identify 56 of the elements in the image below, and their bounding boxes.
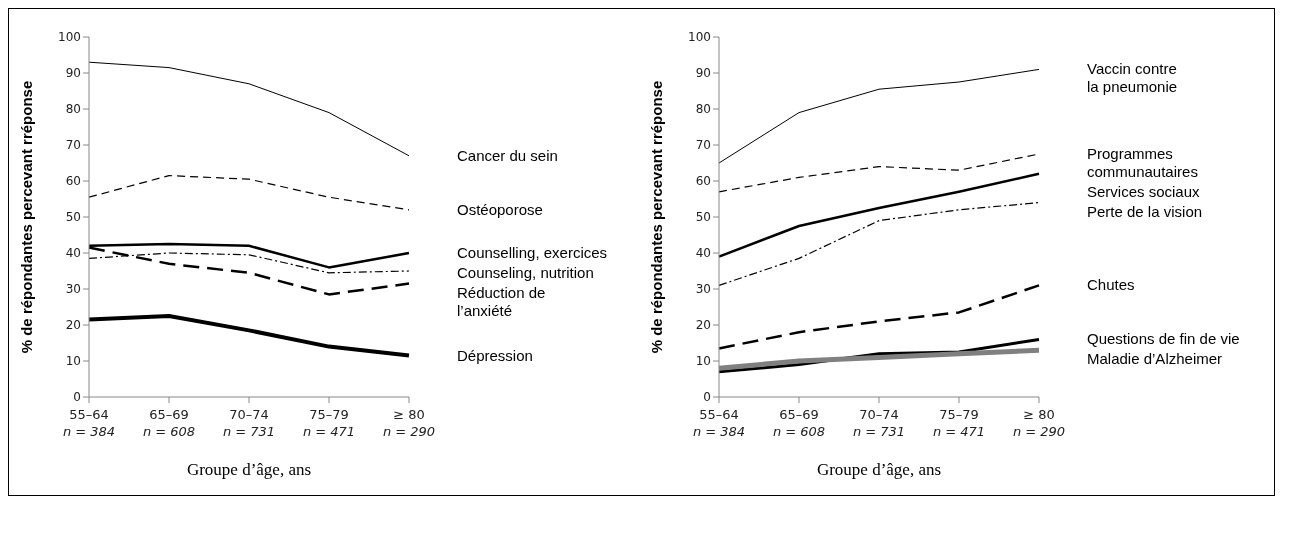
x-tick-label: 70–74 n = 731 [852, 407, 906, 439]
y-tick-label: 30 [695, 282, 711, 297]
y-tick-label: 10 [695, 354, 711, 369]
text: Maladie d’Alzheimer [1087, 350, 1223, 369]
text: Dépression [457, 346, 533, 365]
text: Questions de fin de vie [1087, 330, 1240, 349]
text: Chutes [1087, 276, 1135, 295]
text: Cancer du sein [457, 146, 558, 165]
x-tick-label: ≥ 80 n = 290 [1012, 407, 1066, 439]
y-tick-label: 0 [703, 390, 711, 405]
x-tick-label: 65–69 n = 608 [772, 407, 826, 439]
x-tick-label: 55–64 n = 384 [692, 407, 746, 439]
x-tick-label: 75–79 n = 471 [932, 407, 986, 439]
y-tick-label: 40 [695, 246, 711, 261]
text: Réduction de l’anxiété [457, 284, 546, 320]
line-series [717, 284, 1041, 350]
line-series [718, 68, 1040, 164]
y-tick-label: 80 [65, 102, 81, 117]
y-tick-label: 80 [695, 102, 711, 117]
line-series [717, 172, 1041, 258]
text: Vaccin contre la pneumonie [1087, 60, 1178, 97]
text: Counselling, exercices [457, 244, 608, 262]
x-tick-label: 70–74 n = 731 [222, 407, 276, 439]
y-tick-label: 100 [688, 30, 711, 45]
y-tick-label: 70 [695, 138, 711, 153]
x-tick-label: 75–79 n = 471 [302, 407, 356, 439]
y-tick-label: 100 [58, 30, 81, 45]
line-series [718, 202, 1040, 286]
text: Programmes communautaires [1087, 145, 1198, 181]
y-tick-label: 50 [65, 210, 81, 225]
y-tick-label: 30 [65, 282, 81, 297]
x-tick-label: 65–69 n = 608 [142, 407, 196, 439]
y-tick-label: 20 [695, 318, 711, 333]
text: Perte de la vision [1087, 203, 1203, 221]
x-tick-label: 55–64 n = 384 [62, 407, 116, 439]
y-tick-label: 10 [65, 354, 81, 369]
y-axis-title: % de répondantes percevant rréponse [648, 80, 666, 354]
y-tick-label: 50 [695, 210, 711, 225]
y-tick-label: 60 [695, 174, 711, 189]
y-tick-label: 20 [65, 318, 81, 333]
y-tick-label: 70 [65, 138, 81, 153]
text: Counseling, nutrition [457, 264, 594, 282]
text: Services sociaux [1087, 183, 1200, 201]
y-tick-label: 90 [695, 66, 711, 81]
y-tick-label: 60 [65, 174, 81, 189]
y-tick-label: 40 [65, 246, 81, 261]
y-tick-label: 90 [65, 66, 81, 81]
text: Ostéoporose [457, 200, 543, 219]
x-tick-label: ≥ 80 n = 290 [382, 407, 436, 439]
y-tick-label: 0 [73, 390, 81, 405]
x-axis-title: Groupe d’âge, ans [186, 460, 312, 479]
line-series [87, 314, 411, 358]
line-series [88, 175, 410, 211]
x-axis-title: Groupe d’âge, ans [816, 460, 942, 479]
y-axis-title: % de répondantes percevant rréponse [18, 80, 36, 354]
line-series [88, 61, 410, 157]
